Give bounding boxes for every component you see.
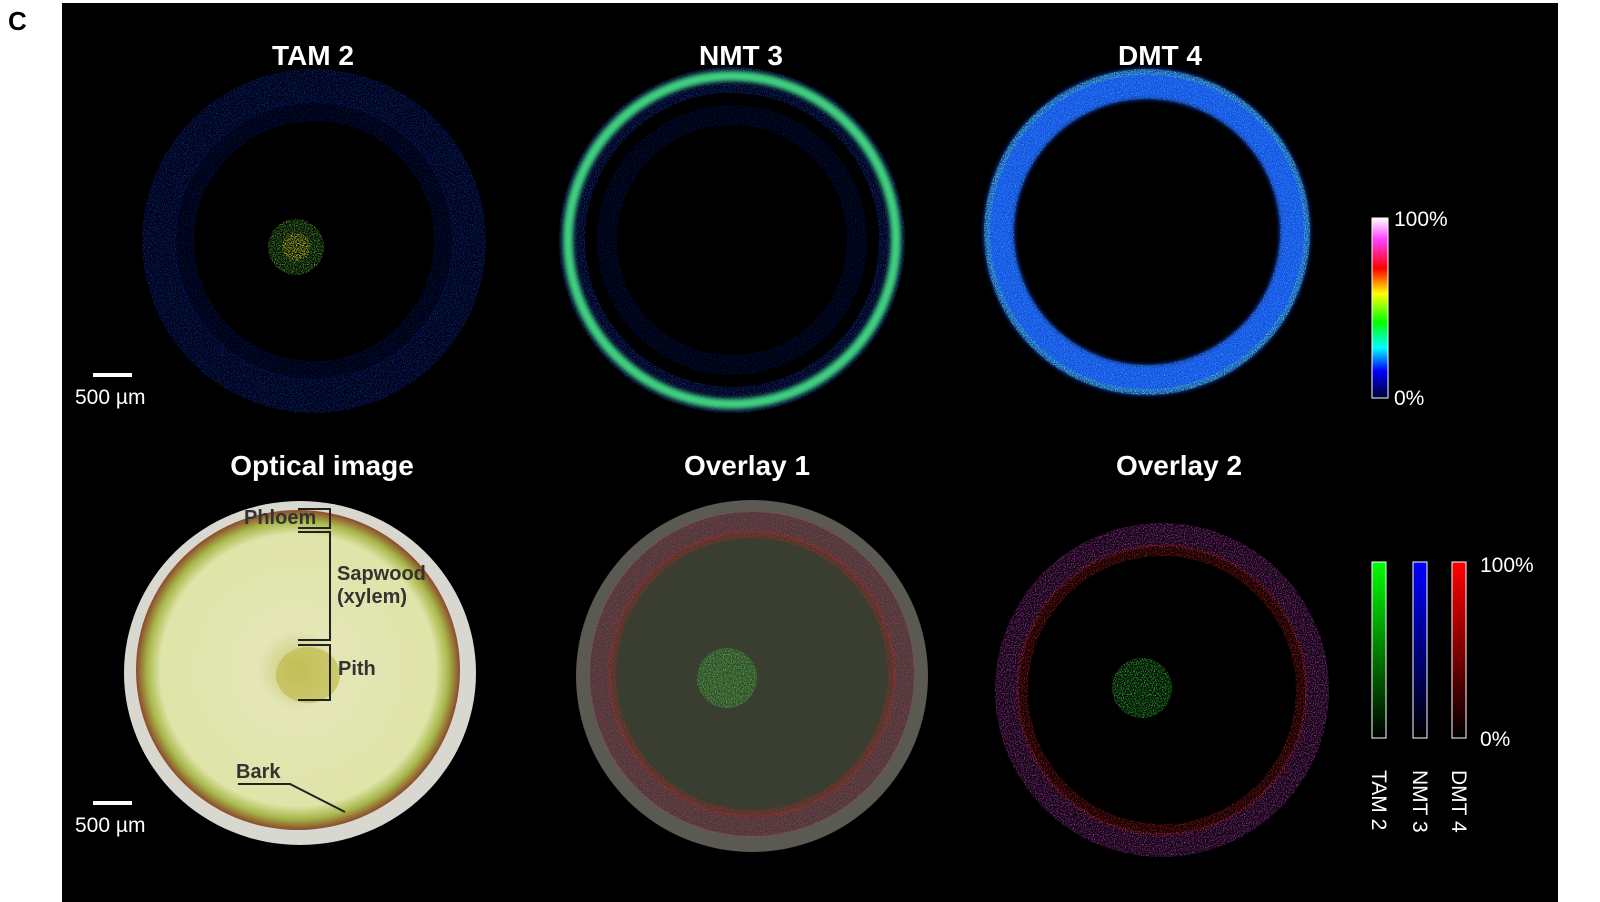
colorbar-min: 0% [1394, 387, 1424, 410]
dmt-image [984, 69, 1310, 395]
annotation-brackets [238, 508, 346, 813]
overlay-2-image [995, 523, 1329, 857]
panel-title: TAM 2 [272, 40, 354, 71]
scale-label: 500 µm [75, 814, 145, 837]
overlay-1-image [576, 500, 928, 852]
optical-image [124, 501, 476, 845]
panel-label: C [8, 6, 27, 36]
scale-label: 500 µm [75, 386, 145, 409]
annotation: Bark [236, 761, 281, 783]
channel-colorbar [1371, 561, 1387, 739]
heatmap-colorbar [1371, 217, 1389, 399]
panel-title: DMT 4 [1118, 40, 1202, 71]
channel-colorbar [1412, 561, 1428, 739]
panel-title: NMT 3 [699, 40, 783, 71]
tam-image [142, 69, 486, 413]
colorbar-min: 0% [1480, 728, 1510, 751]
annotation: Sapwood [337, 563, 426, 585]
nmt-image [559, 67, 905, 413]
colorbar-max: 100% [1480, 554, 1534, 577]
channel-label: DMT 4 [1447, 770, 1470, 833]
channel-label: NMT 3 [1408, 770, 1431, 833]
annotation: Phloem [244, 507, 316, 529]
panel-title: Optical image [230, 450, 414, 481]
annotation: (xylem) [337, 586, 407, 608]
channel-colorbar [1451, 561, 1467, 739]
colorbar-max: 100% [1394, 208, 1448, 231]
panel-title: Overlay 1 [684, 450, 810, 481]
annotation: Pith [338, 658, 376, 680]
panel-title: Overlay 2 [1116, 450, 1242, 481]
channel-label: TAM 2 [1367, 770, 1390, 830]
